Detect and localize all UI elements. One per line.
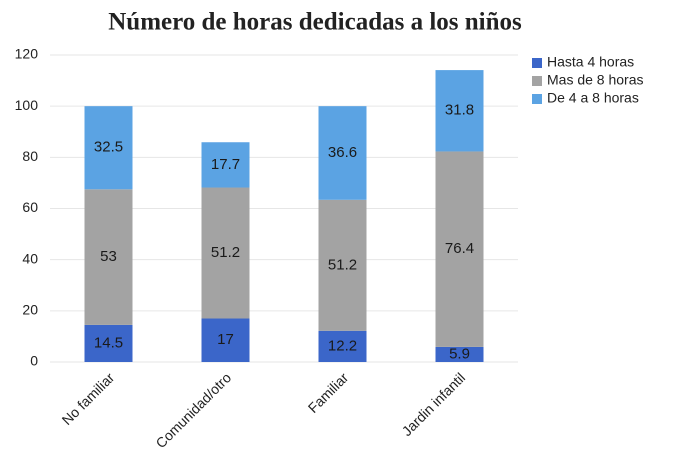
data-label: 76.4 [445,240,474,257]
bar-segment [435,70,484,152]
bar-segment [84,189,133,325]
chart-title: Número de horas dedicadas a los niños [108,9,522,36]
y-tick-label: 100 [15,97,39,113]
bar-segment [201,187,250,319]
bar-segment [435,346,484,362]
x-tick-label: Jardin infantil [399,369,469,439]
data-label: 12.2 [328,337,357,354]
data-label: 51.2 [328,256,357,273]
legend-swatch [532,76,542,86]
bar-segment [84,106,133,190]
data-label: 14.5 [94,334,123,351]
data-label: 17 [217,331,234,348]
bar-segment [201,318,250,362]
legend-label: Hasta 4 horas [547,54,634,70]
legend-label: De 4 a 8 horas [547,90,639,106]
x-tick-label: Comunidad/otro [152,369,234,451]
data-label: 5.9 [449,345,470,362]
data-label: 53 [100,248,117,265]
data-label: 51.2 [211,244,240,261]
y-tick-label: 120 [15,46,39,62]
data-label: 17.7 [211,156,240,173]
data-label: 31.8 [445,102,474,119]
y-tick-label: 80 [22,148,38,164]
data-label: 32.5 [94,139,123,156]
bar-segment [435,151,484,347]
x-tick-label: No familiar [59,369,118,428]
bar-segment [318,199,367,331]
bar-segment [201,142,250,188]
legend-swatch [532,94,542,104]
legend-label: Mas de 8 horas [547,72,644,88]
bar-segment [318,330,367,362]
y-tick-label: 40 [22,250,38,266]
bar-segment [84,324,133,362]
y-tick-label: 0 [30,353,38,369]
y-tick-label: 60 [22,199,38,215]
bar-segment [318,106,367,200]
x-tick-label: Familiar [305,369,352,416]
data-label: 36.6 [328,144,357,161]
y-tick-label: 20 [22,302,38,318]
legend-swatch [532,58,542,68]
